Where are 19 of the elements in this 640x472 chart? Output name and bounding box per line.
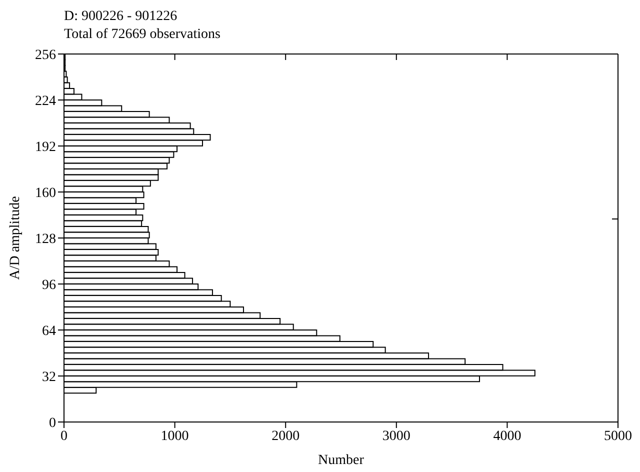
x-tick-label: 3000 (382, 428, 410, 444)
y-tick-label: 224 (35, 94, 56, 109)
y-tick-label: 64 (42, 324, 56, 339)
x-tick-label: 0 (60, 428, 68, 444)
y-tick-label: 32 (42, 370, 56, 385)
y-tick-label: 192 (35, 140, 56, 155)
y-tick-label: 128 (35, 232, 56, 247)
y-axis-title: A/D amplitude (8, 196, 23, 280)
x-tick-label: 5000 (604, 428, 632, 444)
x-tick-label: 1000 (160, 428, 189, 444)
x-axis-title: Number (318, 453, 364, 468)
y-tick-label: 256 (35, 48, 56, 63)
x-tick-label: 4000 (493, 428, 522, 444)
y-tick-label: 0 (49, 416, 56, 431)
y-tick-label: 96 (42, 278, 56, 293)
x-tick-label: 2000 (272, 428, 300, 444)
chart-subtitle: Total of 72669 observations (63, 26, 222, 44)
y-tick-label: 160 (35, 186, 56, 201)
chart-title: D: 900226 - 901226 (63, 8, 178, 26)
